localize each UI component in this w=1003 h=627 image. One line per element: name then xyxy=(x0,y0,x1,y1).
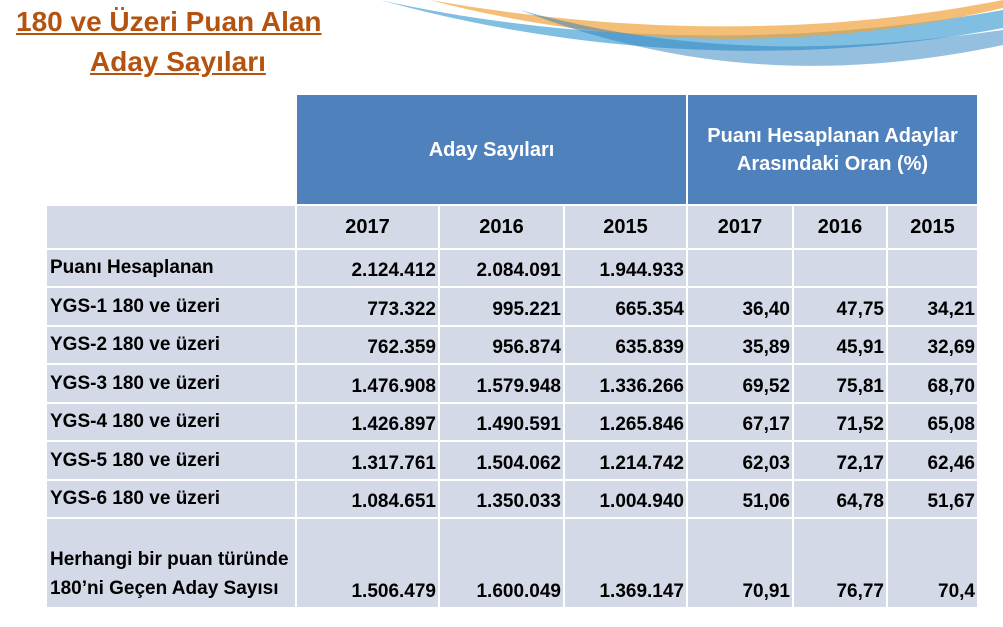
row-label: YGS-5 180 ve üzeri xyxy=(45,440,297,481)
value-cell: 68,70 xyxy=(886,363,979,404)
decor-swoosh xyxy=(380,0,1003,66)
data-row: YGS-6 180 ve üzeri 1.084.651 1.350.033 1.00… xyxy=(45,479,979,519)
value-cell: 2.124.412 xyxy=(295,248,440,288)
value-cell: 34,21 xyxy=(886,286,979,327)
value-cell: 51,06 xyxy=(686,479,794,519)
value-cell: 1.426.897 xyxy=(295,402,440,442)
value-cell: 69,52 xyxy=(686,363,794,404)
year-header: 2016 xyxy=(792,204,888,250)
value-cell: 51,67 xyxy=(886,479,979,519)
value-cell: 1.214.742 xyxy=(563,440,688,481)
value-cell: 1.084.651 xyxy=(295,479,440,519)
empty-cell xyxy=(45,204,297,250)
data-row: YGS-3 180 ve üzeri 1.476.908 1.579.948 1.33… xyxy=(45,363,979,404)
value-cell: 1.265.846 xyxy=(563,402,688,442)
row-label: Herhangi bir puan türünde 180’ni Geçen A… xyxy=(45,517,297,609)
value-cell: 1.350.033 xyxy=(438,479,565,519)
value-cell: 62,03 xyxy=(686,440,794,481)
value-cell: 71,52 xyxy=(792,402,888,442)
value-cell: 75,81 xyxy=(792,363,888,404)
year-header: 2017 xyxy=(686,204,794,250)
year-header: 2015 xyxy=(886,204,979,250)
value-cell: 1.369.147 xyxy=(563,517,688,609)
value-cell: 2.084.091 xyxy=(438,248,565,288)
header-row: Aday Sayıları Puanı Hesaplanan Adaylar Ar… xyxy=(46,93,979,206)
data-row: YGS-2 180 ve üzeri 762.359 956.874 635.839 3… xyxy=(45,325,979,365)
title-line: Aday Sayıları xyxy=(90,46,266,77)
data-row: Herhangi bir puan türünde 180’ni Geçen A… xyxy=(45,517,979,609)
row-label: YGS-2 180 ve üzeri xyxy=(45,325,297,365)
row-label: YGS-6 180 ve üzeri xyxy=(45,479,297,519)
empty-cell xyxy=(886,248,979,288)
row-label: YGS-4 180 ve üzeri xyxy=(45,402,297,442)
value-cell: 45,91 xyxy=(792,325,888,365)
group-header: Puanı Hesaplanan Adaylar Arasındaki Oran… xyxy=(686,93,979,206)
value-cell: 65,08 xyxy=(886,402,979,442)
value-cell: 1.336.266 xyxy=(563,363,688,404)
title-line: 180 ve Üzeri Puan Alan xyxy=(16,6,322,37)
value-cell: 995.221 xyxy=(438,286,565,327)
data-row: YGS-4 180 ve üzeri 1.426.897 1.490.591 1.26… xyxy=(45,402,979,442)
value-cell: 35,89 xyxy=(686,325,794,365)
value-cell: 1.504.062 xyxy=(438,440,565,481)
empty-cell xyxy=(792,248,888,288)
value-cell: 956.874 xyxy=(438,325,565,365)
year-header: 2016 xyxy=(438,204,565,250)
data-row: YGS-1 180 ve üzeri 773.322 995.221 665.354 3… xyxy=(45,286,979,327)
value-cell: 70,4 xyxy=(886,517,979,609)
group-header: Aday Sayıları xyxy=(295,93,688,206)
value-cell: 32,69 xyxy=(886,325,979,365)
value-cell: 665.354 xyxy=(563,286,688,327)
value-cell: 72,17 xyxy=(792,440,888,481)
empty-cell xyxy=(686,248,794,288)
year-header: 2017 xyxy=(295,204,440,250)
value-cell: 1.490.591 xyxy=(438,402,565,442)
value-cell: 70,91 xyxy=(686,517,794,609)
value-cell: 47,75 xyxy=(792,286,888,327)
value-cell: 1.004.940 xyxy=(563,479,688,519)
value-cell: 1.600.049 xyxy=(438,517,565,609)
value-cell: 773.322 xyxy=(295,286,440,327)
data-row: Puanı Hesaplanan 2.124.412 2.084.091 1.944.… xyxy=(45,248,979,288)
row-label: YGS-3 180 ve üzeri xyxy=(45,363,297,404)
value-cell: 1.506.479 xyxy=(295,517,440,609)
value-cell: 64,78 xyxy=(792,479,888,519)
year-row: 2017 2016 2015 2017 2016 2015 xyxy=(45,204,979,250)
row-label: YGS-1 180 ve üzeri xyxy=(45,286,297,327)
value-cell: 1.476.908 xyxy=(295,363,440,404)
row-label: Puanı Hesaplanan xyxy=(45,248,297,288)
value-cell: 635.839 xyxy=(563,325,688,365)
data-row: YGS-5 180 ve üzeri 1.317.761 1.504.062 1.21… xyxy=(45,440,979,481)
value-cell: 76,77 xyxy=(792,517,888,609)
value-cell: 62,46 xyxy=(886,440,979,481)
value-cell: 1.317.761 xyxy=(295,440,440,481)
value-cell: 762.359 xyxy=(295,325,440,365)
value-cell: 1.944.933 xyxy=(563,248,688,288)
value-cell: 36,40 xyxy=(686,286,794,327)
value-cell: 1.579.948 xyxy=(438,363,565,404)
year-header: 2015 xyxy=(563,204,688,250)
data-table: Aday Sayıları Puanı Hesaplanan Adaylar Ar… xyxy=(45,93,979,609)
value-cell: 67,17 xyxy=(686,402,794,442)
blank-cell xyxy=(46,94,296,205)
